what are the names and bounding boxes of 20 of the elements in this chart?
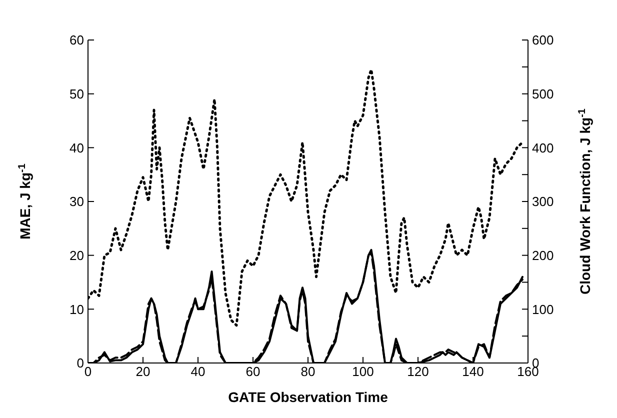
x-axis-title: GATE Observation Time bbox=[228, 389, 388, 405]
y-tick-label: 30 bbox=[70, 194, 84, 210]
y2-tick-label: 400 bbox=[532, 140, 554, 156]
x-tick-label: 40 bbox=[190, 364, 206, 380]
x-tick-label: 60 bbox=[246, 364, 260, 380]
x-tick-label: 120 bbox=[407, 364, 429, 380]
x-tick-label: 100 bbox=[352, 364, 374, 380]
y2-tick-label: 300 bbox=[532, 194, 554, 210]
y2-tick-label: 100 bbox=[532, 302, 554, 317]
y-tick-label: 50 bbox=[70, 86, 84, 102]
y2-tick-label: 200 bbox=[532, 248, 554, 263]
y2-tick-label: 500 bbox=[532, 86, 554, 102]
y2-tick-label: 600 bbox=[532, 32, 554, 48]
x-tick-label: 20 bbox=[136, 364, 150, 380]
y-tick-label: 60 bbox=[70, 32, 84, 48]
y-tick-label: 10 bbox=[70, 302, 84, 317]
x-tick-label: 140 bbox=[462, 364, 484, 380]
x-tick-label: 80 bbox=[300, 364, 316, 380]
y-tick-label: 20 bbox=[70, 248, 84, 263]
y-tick-label: 40 bbox=[70, 140, 84, 156]
